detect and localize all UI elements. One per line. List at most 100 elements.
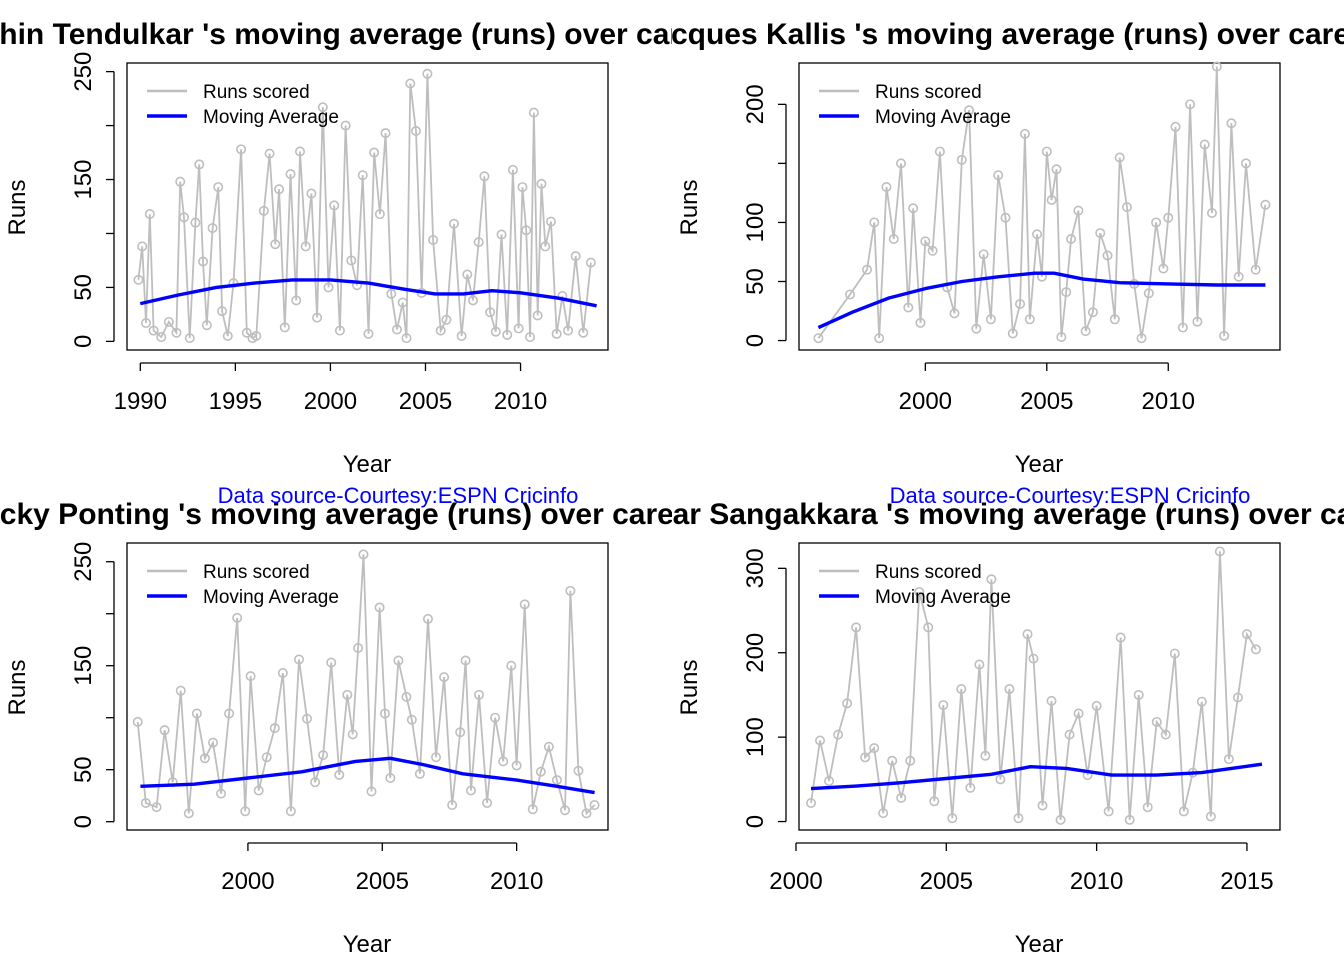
runs-point: [1178, 806, 1189, 817]
x-tick-label: 2000: [769, 868, 822, 895]
runs-point: [1102, 250, 1113, 261]
runs-point: [179, 212, 190, 223]
runs-point: [517, 182, 528, 193]
source-note: Data source-Courtesy:ESPN Cricinfo: [890, 483, 1251, 508]
plot-frame: [126, 62, 609, 351]
legend-label: Moving Average: [203, 107, 339, 128]
runs-point: [455, 727, 466, 738]
runs-point: [1177, 322, 1188, 333]
x-tick-label: 2005: [920, 868, 973, 895]
runs-point: [151, 802, 162, 813]
runs-point: [295, 146, 306, 157]
runs-point: [285, 169, 296, 180]
runs-point: [312, 312, 323, 323]
runs-point: [498, 756, 509, 767]
runs-point: [380, 128, 391, 139]
runs-point: [405, 78, 416, 89]
runs-point: [386, 288, 397, 299]
x-tick-label: 2005: [356, 868, 409, 895]
runs-point: [1124, 814, 1135, 825]
plot-frame: [798, 62, 1281, 351]
legend: Runs scored Moving Average: [819, 82, 1011, 128]
runs-point: [929, 796, 940, 807]
runs-point: [485, 307, 496, 318]
runs-point: [938, 700, 949, 711]
runs-point: [806, 797, 817, 808]
runs-point: [1013, 813, 1024, 824]
runs-point: [903, 302, 914, 313]
runs-point: [269, 723, 280, 734]
runs-point: [971, 323, 982, 334]
runs-point: [358, 549, 369, 560]
runs-point: [1103, 806, 1114, 817]
y-tick-label: 0: [70, 815, 97, 828]
runs-point: [264, 148, 275, 159]
runs-point: [353, 643, 364, 654]
y-axis-label: Runs: [676, 179, 703, 235]
runs-point: [198, 256, 209, 267]
runs-point: [1032, 229, 1043, 240]
runs-point: [1114, 152, 1125, 163]
moving-average-line: [817, 271, 1266, 330]
runs-point: [490, 326, 501, 337]
y-tick-label: 50: [742, 268, 769, 295]
runs-point: [318, 750, 329, 761]
runs-point: [465, 785, 476, 796]
x-tick-label: 2005: [1020, 388, 1073, 415]
runs-point: [1241, 629, 1252, 640]
runs-point: [581, 808, 592, 819]
runs-point: [815, 735, 826, 746]
runs-point: [207, 223, 218, 234]
runs-point: [222, 330, 233, 341]
runs-point: [300, 241, 311, 252]
runs-point: [1024, 314, 1035, 325]
runs-point: [496, 229, 507, 240]
series-runs: [132, 549, 600, 819]
chart-title: Ricky Ponting 's moving average (runs) o…: [0, 498, 703, 531]
runs-point: [536, 178, 547, 189]
runs-point: [560, 805, 571, 816]
y-tick-label: 250: [70, 542, 97, 582]
runs-point: [183, 808, 194, 819]
runs-point: [1223, 754, 1234, 765]
runs-point: [1046, 695, 1057, 706]
runs-point: [163, 316, 174, 327]
runs-point: [1192, 316, 1203, 327]
x-tick-label: 2010: [1142, 388, 1195, 415]
moving-average-line: [140, 756, 595, 795]
runs-point: [175, 685, 186, 696]
series-runs: [813, 61, 1271, 344]
runs-point: [449, 218, 460, 229]
runs-point: [270, 239, 281, 250]
y-axis-label: Runs: [4, 179, 31, 235]
runs-point: [171, 327, 182, 338]
runs-point: [1056, 332, 1067, 343]
runs-point: [379, 708, 390, 719]
runs-point: [1091, 700, 1102, 711]
runs-point: [978, 249, 989, 260]
runs-line: [817, 66, 1267, 339]
source-note: Data source-Courtesy:ESPN Cricinfo: [218, 483, 579, 508]
plot-frame: [126, 542, 609, 831]
runs-point: [422, 613, 433, 624]
x-tick-label: 1995: [209, 388, 262, 415]
runs-point: [993, 170, 1004, 181]
x-tick-label: 2015: [1220, 868, 1273, 895]
runs-point: [374, 602, 385, 613]
runs-point: [1151, 716, 1162, 727]
runs-point: [245, 671, 256, 682]
runs-point: [431, 752, 442, 763]
runs-point: [502, 329, 513, 340]
runs-point: [1046, 195, 1057, 206]
runs-point: [1232, 692, 1243, 703]
runs-point: [905, 755, 916, 766]
runs-point: [253, 785, 264, 796]
runs-point: [824, 776, 835, 787]
runs-point: [213, 182, 224, 193]
runs-point: [133, 274, 144, 285]
runs-point: [1004, 684, 1015, 695]
legend-label: Moving Average: [875, 587, 1011, 608]
runs-point: [490, 712, 501, 723]
runs-point: [551, 775, 562, 786]
